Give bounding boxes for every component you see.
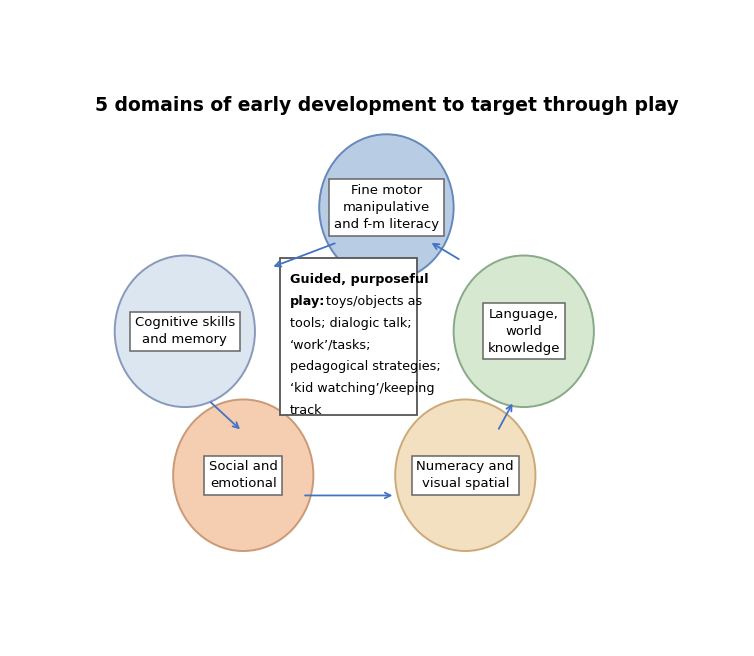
Ellipse shape	[454, 255, 594, 407]
Text: ‘kid watching’/keeping: ‘kid watching’/keeping	[290, 382, 434, 395]
Text: 5 domains of early development to target through play: 5 domains of early development to target…	[94, 96, 679, 115]
Ellipse shape	[319, 134, 454, 281]
Text: Cognitive skills
and memory: Cognitive skills and memory	[135, 316, 235, 346]
Text: Language,
world
knowledge: Language, world knowledge	[488, 308, 560, 355]
Text: Numeracy and
visual spatial: Numeracy and visual spatial	[416, 461, 514, 490]
Text: Fine motor
manipulative
and f-m literacy: Fine motor manipulative and f-m literacy	[334, 184, 439, 231]
Text: play:: play:	[290, 295, 325, 308]
Text: pedagogical strategies;: pedagogical strategies;	[290, 360, 440, 373]
Text: toys/objects as: toys/objects as	[326, 295, 422, 308]
Ellipse shape	[115, 255, 255, 407]
Text: Social and
emotional: Social and emotional	[209, 461, 277, 490]
Text: track: track	[290, 403, 322, 417]
Ellipse shape	[173, 400, 314, 551]
Text: Guided, purposeful: Guided, purposeful	[290, 273, 428, 286]
Text: ‘work’/tasks;: ‘work’/tasks;	[290, 338, 371, 352]
FancyBboxPatch shape	[280, 258, 417, 415]
Text: tools; dialogic talk;: tools; dialogic talk;	[290, 317, 412, 329]
Ellipse shape	[395, 400, 535, 551]
